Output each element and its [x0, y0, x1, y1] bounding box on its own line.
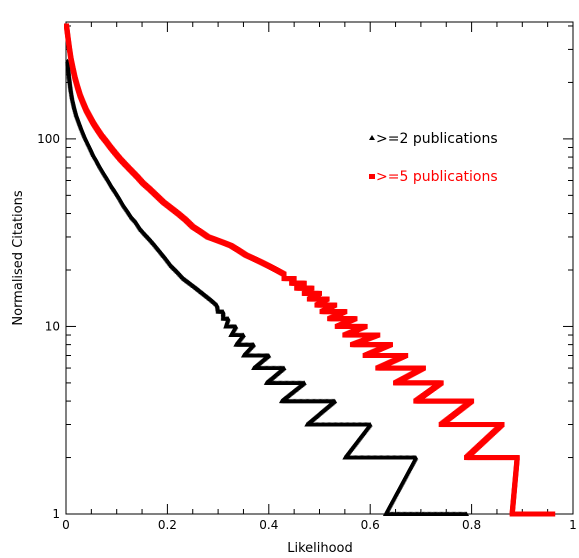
- y-axis-label: Normalised Citations: [11, 190, 26, 325]
- x-tick-label: 0: [62, 518, 70, 532]
- legend-item-series-0: >=2 publications: [369, 131, 498, 147]
- series-1-point: [550, 511, 556, 517]
- y-tick-label: 10: [45, 319, 60, 333]
- legend-marker-square: [369, 174, 375, 179]
- x-tick-label: 0.8: [462, 518, 481, 532]
- series-0-point: [464, 511, 470, 516]
- series-1: [64, 23, 556, 517]
- plot-frame: [65, 21, 574, 515]
- y-tick-label: 1: [52, 507, 60, 521]
- x-axis-ticks: 0 0.2 0.4 0.6 0.8 1: [62, 22, 577, 532]
- plot-area: [65, 21, 574, 515]
- x-tick-label: 1: [569, 518, 577, 532]
- legend-label-series-0: >=2 publications: [376, 131, 498, 147]
- legend-label-series-1: >=5 publications: [376, 169, 498, 185]
- x-tick-label: 0.2: [158, 518, 177, 532]
- legend-item-series-1: >=5 publications: [369, 169, 498, 185]
- y-tick-label: 100: [37, 132, 60, 146]
- x-tick-label: 0.6: [361, 518, 380, 532]
- y-axis-ticks: 1 10 100: [37, 25, 573, 521]
- legend-marker-triangle: [369, 135, 375, 140]
- legend: >=2 publications >=5 publications: [369, 131, 498, 185]
- series-layer: [64, 23, 556, 517]
- series-0: [65, 58, 470, 516]
- x-tick-label: 0.4: [259, 518, 278, 532]
- x-axis-label: Likelihood: [287, 541, 353, 556]
